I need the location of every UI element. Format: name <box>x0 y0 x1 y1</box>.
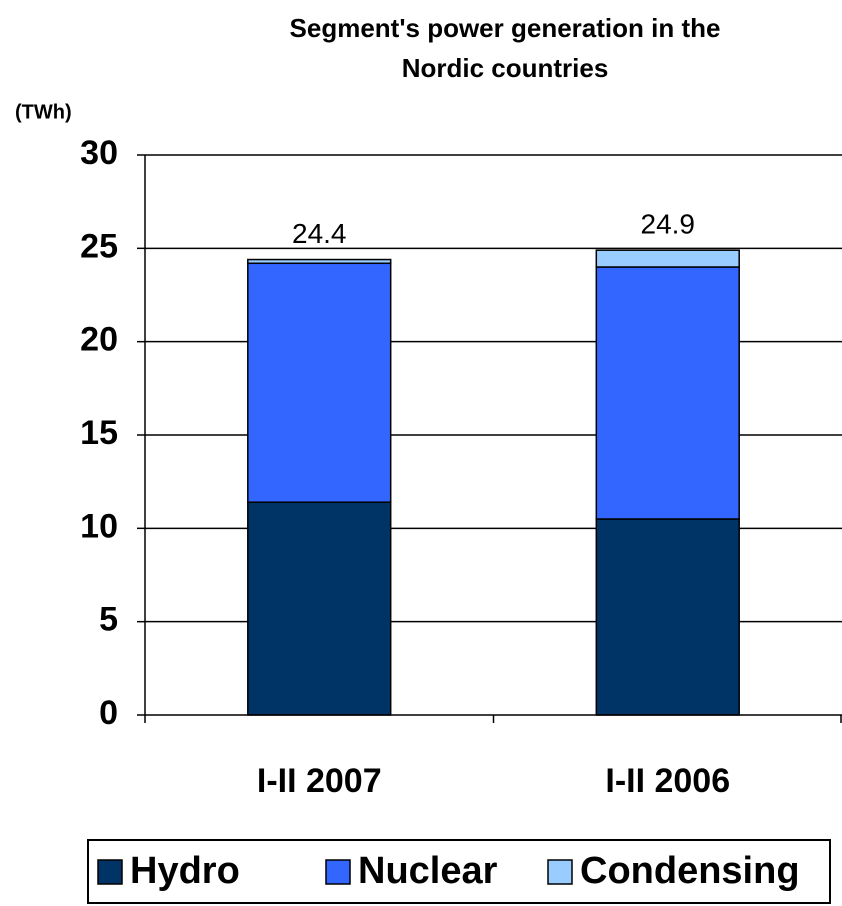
y-tick-label: 10 <box>80 507 118 545</box>
bar-segment <box>595 249 740 268</box>
chart-title: Segment's power generation in the <box>290 13 721 43</box>
x-tick-label: I-II 2007 <box>257 762 382 800</box>
x-tick-label: I-II 2006 <box>605 762 730 800</box>
y-tick-label: 30 <box>80 134 118 172</box>
chart-title: Nordic countries <box>402 53 609 83</box>
legend-swatch <box>97 859 123 885</box>
bar-segment <box>595 266 740 520</box>
legend-label: Condensing <box>580 850 800 892</box>
y-tick-label: 0 <box>99 694 118 732</box>
y-tick-label: 20 <box>80 321 118 359</box>
total-label: 24.4 <box>292 218 347 249</box>
y-tick-label: 15 <box>80 414 118 452</box>
legend-box <box>87 839 831 904</box>
y-tick-label: 5 <box>99 601 118 639</box>
bar-segment <box>247 258 392 265</box>
y-axis-label: (TWh) <box>15 101 72 123</box>
bar-segment <box>247 501 392 716</box>
legend-swatch <box>325 859 351 885</box>
total-label: 24.9 <box>641 209 696 240</box>
bar-segment <box>247 262 392 503</box>
legend-swatch <box>547 859 573 885</box>
bar-segment <box>595 518 740 716</box>
y-tick-label: 25 <box>80 227 118 265</box>
legend-label: Nuclear <box>358 850 498 892</box>
legend-label: Hydro <box>130 850 240 892</box>
